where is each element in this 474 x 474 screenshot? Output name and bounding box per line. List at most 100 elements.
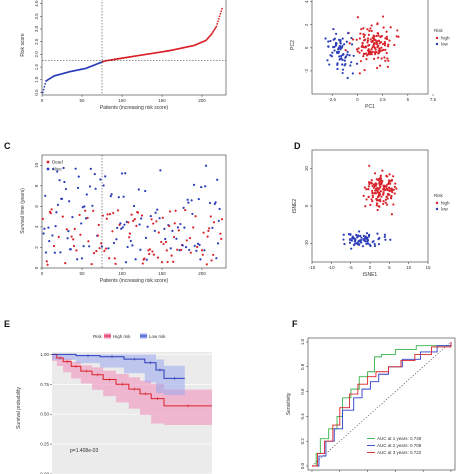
pca-point-high (356, 16, 359, 19)
status-point-alive (120, 227, 123, 230)
status-point-alive (119, 222, 122, 225)
panel-f-frame (307, 337, 456, 471)
pca-point-high (376, 56, 380, 59)
tsne-point-high (382, 199, 385, 203)
panel-c-y-tick-label: 4 (34, 225, 39, 228)
status-point-dead (87, 240, 90, 243)
status-point-alive (154, 211, 157, 214)
status-point-dead (128, 236, 131, 239)
tsne-point-low (359, 234, 362, 237)
pca-point-high (376, 23, 379, 26)
tsne-point-high (392, 203, 395, 206)
pca-point-high (373, 46, 377, 49)
panel-b-legend-low: low (441, 42, 449, 47)
pca-point-high (348, 42, 351, 45)
risk-score-point (221, 7, 223, 10)
status-point-alive (94, 187, 97, 190)
status-point-alive (137, 188, 140, 191)
pca-point-high (374, 38, 377, 41)
panel-c-y-tick-label: 2 (34, 246, 39, 249)
status-point-alive (132, 204, 136, 208)
tsne-point-low (348, 241, 352, 244)
pca-point-high (379, 64, 382, 67)
status-point-alive (183, 226, 186, 229)
tsne-point-low (359, 238, 363, 242)
tsne-point-high (385, 195, 388, 198)
status-point-dead (64, 262, 67, 265)
status-point-dead (52, 244, 56, 248)
status-point-alive (208, 201, 212, 205)
status-point-dead (192, 226, 195, 229)
tsne-point-high (365, 198, 368, 201)
legend-auc-1-label: AUC at 1 years: 0.749 (377, 436, 422, 441)
pca-point-high (365, 58, 368, 61)
status-point-dead (164, 240, 168, 244)
status-point-dead (128, 232, 132, 235)
status-point-alive (76, 258, 79, 261)
status-point-dead (209, 215, 212, 218)
risk-score-point (42, 88, 45, 91)
pca-point-low (337, 48, 340, 51)
status-point-dead (46, 263, 49, 266)
status-point-dead (143, 257, 146, 260)
pca-point-low (339, 40, 342, 43)
status-point-alive (93, 172, 96, 176)
tsne-point-high (377, 179, 380, 182)
status-point-dead (212, 253, 215, 257)
status-point-alive (62, 166, 65, 170)
tsne-point-high (369, 203, 372, 207)
panel-f-ylabel: Sensitivity (286, 392, 292, 415)
tsne-point-high (371, 189, 374, 192)
status-point-dead (113, 257, 116, 260)
status-point-alive (115, 238, 118, 241)
pca-point-high (360, 45, 363, 49)
pca-point-high (374, 48, 377, 51)
status-point-alive (182, 206, 185, 209)
pca-point-low (346, 32, 350, 35)
tsne-point-high (367, 188, 370, 191)
pca-point-high (358, 37, 361, 40)
status-point-dead (86, 216, 89, 220)
tsne-point-high (380, 195, 383, 198)
panel-e-ylabel: Survival probability (16, 387, 22, 429)
panel-a-x-tick-label: 0 (41, 98, 44, 103)
status-point-dead (202, 231, 205, 234)
status-point-alive (199, 258, 202, 261)
pca-point-high (366, 28, 369, 31)
status-point-alive (181, 244, 184, 247)
panel-c-y-tick-label: 6 (34, 205, 39, 208)
status-point-alive (139, 248, 142, 251)
status-point-dead (188, 236, 192, 240)
pca-point-low (344, 55, 348, 58)
pca-point-high (383, 44, 387, 47)
tsne-point-high (376, 186, 379, 189)
pca-point-low (324, 37, 327, 40)
pca-point-low (346, 50, 349, 54)
pca-point-high (344, 49, 347, 52)
panel-b-y-tick-label: 2 (304, 23, 309, 26)
status-point-alive (117, 196, 120, 199)
status-point-dead (57, 235, 60, 239)
tsne-point-high (384, 198, 387, 201)
panel-c-x-tick-label: 50 (79, 271, 85, 276)
status-point-alive (68, 200, 71, 203)
status-point-dead (152, 253, 156, 256)
status-point-alive (129, 239, 132, 243)
pca-point-high (386, 65, 389, 68)
pca-point-high (366, 39, 370, 42)
tsne-point-high (372, 183, 376, 186)
pca-point-low (348, 54, 351, 57)
panel-d-x-tick-label: -15 (309, 265, 316, 270)
panel-b-x-tick-label: 0 (356, 97, 359, 102)
km-low-risk-ci-band (52, 354, 185, 396)
status-point-alive (88, 185, 92, 188)
status-point-alive (214, 201, 217, 204)
pca-point-low (350, 36, 353, 40)
panel-a-x-tick-label: 150 (158, 98, 166, 103)
status-point-dead (108, 213, 112, 216)
pca-point-low (341, 68, 345, 71)
panel-label-f: F (292, 319, 298, 329)
pca-point-high (358, 72, 361, 75)
tsne-point-high (376, 208, 379, 212)
